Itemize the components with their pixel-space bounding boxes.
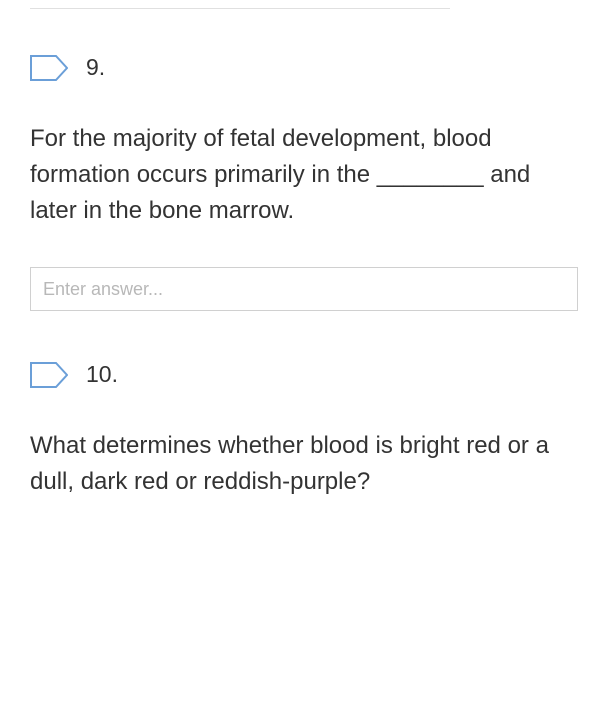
question-text: What determines whether blood is bright … [30, 428, 578, 500]
question-number: 10. [86, 361, 118, 388]
tag-icon [30, 55, 68, 81]
question-header: 10. [30, 361, 578, 388]
answer-input[interactable] [30, 267, 578, 311]
question-block-9: 9. For the majority of fetal development… [30, 9, 578, 311]
question-number: 9. [86, 54, 105, 81]
question-text: For the majority of fetal development, b… [30, 121, 578, 229]
tag-icon [30, 362, 68, 388]
question-header: 9. [30, 54, 578, 81]
question-block-10: 10. What determines whether blood is bri… [30, 311, 578, 500]
